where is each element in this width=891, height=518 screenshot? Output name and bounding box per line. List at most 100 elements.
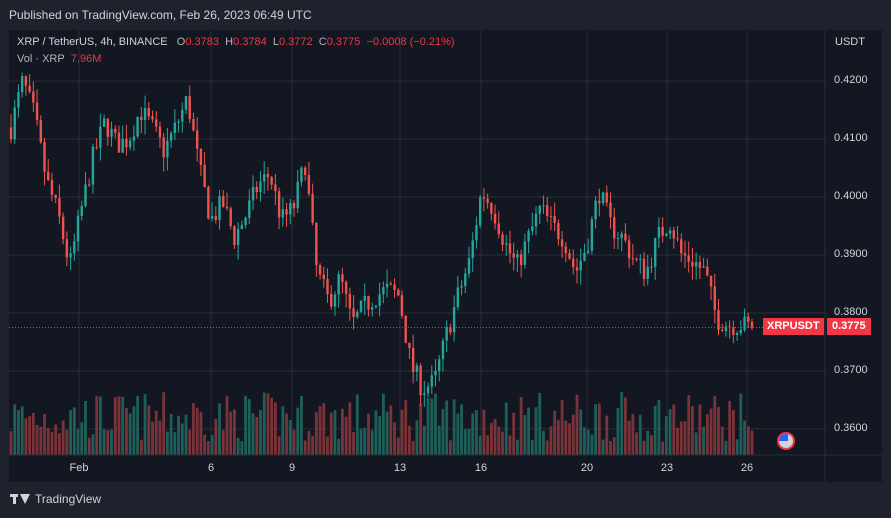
candle-body (646, 266, 649, 279)
volume-bar (590, 434, 594, 455)
candle-body (233, 226, 236, 246)
candle-body (169, 133, 173, 141)
volume-bar (281, 406, 285, 455)
volume-bar (292, 430, 296, 455)
volume-bar (467, 428, 471, 455)
volume-bar (709, 408, 713, 455)
volume-bar (553, 410, 557, 455)
volume-bar (318, 406, 322, 455)
volume-bar (95, 395, 99, 455)
volume-bar (746, 426, 750, 455)
candle-body (706, 266, 709, 276)
candle-body (117, 132, 121, 153)
candle-body (244, 217, 247, 226)
volume-bar (519, 397, 523, 455)
volume-bar (329, 412, 333, 455)
high-label: H (225, 36, 234, 48)
volume-bar (735, 439, 739, 455)
candle-body (575, 267, 579, 271)
candle-body (486, 198, 489, 203)
candle-body (516, 254, 519, 258)
volume-bar (646, 431, 650, 455)
volume-bar (717, 406, 720, 455)
candle-body (370, 307, 374, 310)
volume-bar (638, 414, 642, 455)
candle-body (564, 246, 568, 254)
candle-body (639, 258, 642, 260)
candle-body (99, 126, 102, 148)
price-unit-label[interactable]: USDT (835, 36, 865, 48)
volume-bar (177, 415, 180, 455)
candle-body (668, 230, 672, 234)
volume-bar (247, 399, 251, 455)
candle-body (330, 294, 333, 307)
candle-body (322, 274, 325, 280)
close-value: 0.3775 (326, 36, 361, 48)
volume-bar (151, 421, 154, 455)
volume-bar (31, 412, 35, 455)
candle-body (713, 286, 716, 310)
volume-bar (642, 440, 646, 455)
volume-bar (516, 439, 519, 455)
candle-body (478, 197, 482, 226)
symbol-label[interactable]: XRP / TetherUS, 4h, BINANCE (17, 36, 168, 48)
volume-bar (713, 396, 717, 455)
volume-bar (72, 407, 76, 455)
published-text: Published on TradingView.com, Feb 26, 20… (9, 8, 312, 22)
volume-bar (460, 404, 463, 455)
candle-body (676, 238, 679, 240)
candle-body (415, 365, 419, 372)
candle-body (743, 316, 746, 330)
volume-bar (605, 415, 609, 455)
volume-bar (326, 436, 329, 455)
candle-body (270, 177, 273, 185)
open-value: 0.3783 (185, 36, 219, 48)
candle-body (58, 197, 61, 217)
volume-bar (303, 440, 307, 455)
candle-body (657, 227, 661, 238)
candle-body (236, 229, 240, 246)
candle-body (136, 116, 139, 137)
volume-bar (84, 400, 87, 455)
candle-body (493, 213, 497, 224)
candle-body (91, 146, 95, 185)
footer-brand[interactable]: TradingView (10, 492, 101, 506)
volume-bar (456, 413, 460, 455)
candle-body (214, 216, 217, 220)
volume-bar (367, 413, 370, 455)
volume-bar (381, 393, 385, 455)
candle-body (125, 138, 128, 148)
volume-bar (705, 414, 709, 455)
volume-bar (128, 413, 132, 455)
candle-body (378, 294, 381, 306)
candle-body (620, 233, 623, 238)
candle-body (128, 140, 132, 148)
price-tick-label: 0.4100 (834, 132, 868, 145)
candle-body (456, 287, 460, 308)
candle-body (438, 359, 441, 371)
volume-bar (389, 405, 393, 455)
candle-body (501, 234, 504, 245)
candle-body (318, 265, 322, 275)
volume-bar (497, 426, 501, 455)
candle-body (13, 107, 16, 140)
volume-bar (530, 440, 534, 455)
volume-bar (560, 399, 564, 455)
candle-body (87, 184, 91, 186)
volume-bar (80, 422, 84, 455)
volume-bar (683, 421, 687, 455)
candle-body (158, 126, 162, 138)
volume-label[interactable]: Vol · XRP (17, 53, 65, 65)
volume-bar (184, 414, 188, 455)
candle-body (627, 240, 631, 259)
candle-body (568, 253, 571, 259)
candle-body (430, 375, 433, 387)
candle-body (84, 184, 87, 206)
volume-bar (676, 427, 679, 455)
us-flag-icon[interactable] (777, 432, 795, 450)
candle-body (337, 274, 340, 295)
candle-body (534, 213, 538, 227)
candle-body (240, 225, 244, 230)
volume-bar (195, 407, 199, 455)
